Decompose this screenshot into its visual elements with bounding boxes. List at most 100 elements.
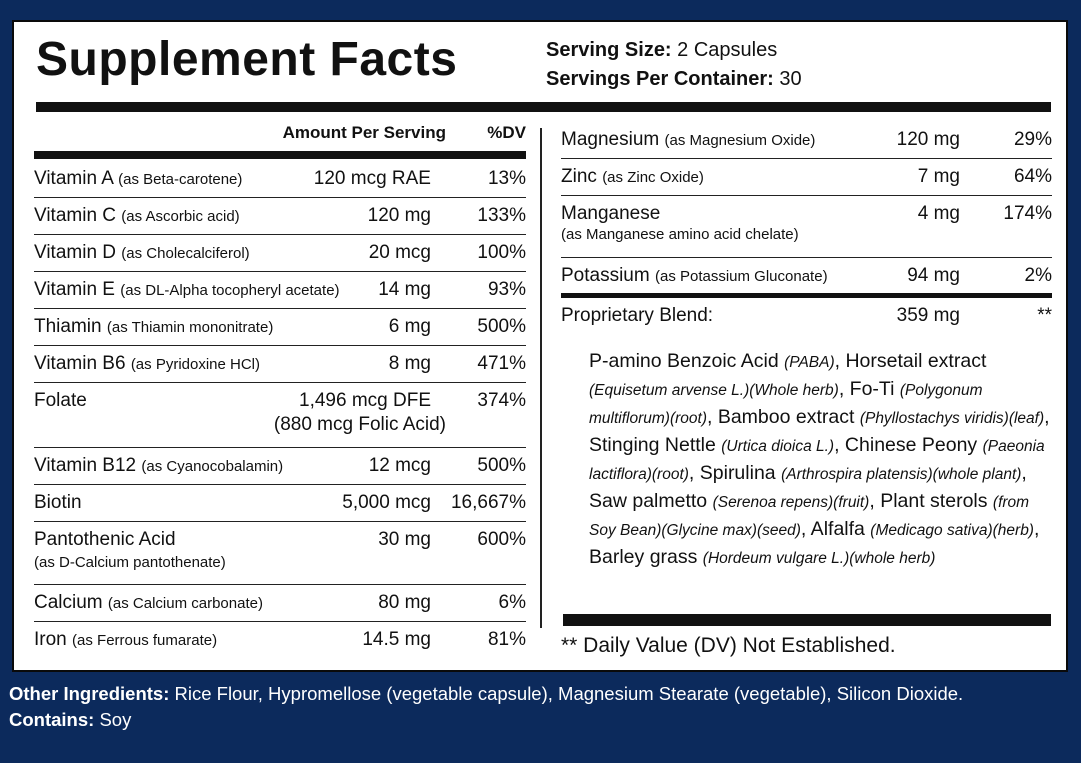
nutrient-dv: 16,667%	[450, 492, 526, 513]
blend-ingredient: , Horsetail extract	[834, 350, 987, 372]
blend-ingredient-source: (Paeonia lactiflora)(root)	[589, 438, 1045, 483]
nutrient-name: Vitamin B6	[34, 353, 126, 374]
nutrient-dv: 133%	[477, 205, 526, 226]
table-row: Pantothenic Acid (as D-Calcium pantothen…	[34, 522, 526, 585]
column-divider	[540, 128, 542, 628]
table-row: Vitamin A (as Beta-carotene) 120 mcg RAE…	[34, 161, 526, 198]
nutrient-amount: 120 mg	[896, 129, 960, 150]
nutrient-amount: 120 mcg RAE	[313, 168, 431, 189]
nutrient-source: (as D-Calcium pantothenate)	[34, 554, 226, 571]
nutrient-amount: 12 mcg	[368, 455, 431, 476]
table-row: Vitamin D (as Cholecalciferol) 20 mcg 10…	[34, 235, 526, 272]
blend-ingredient-source: (Serenoa repens)(fruit)	[712, 494, 870, 511]
table-row: Zinc (as Zinc Oxide) 7 mg 64%	[561, 159, 1052, 196]
nutrient-dv: 471%	[477, 353, 526, 374]
nutrient-amount: 80 mg	[378, 592, 431, 613]
nutrient-dv: 13%	[487, 168, 526, 189]
table-header: Amount Per Serving %DV	[34, 119, 526, 151]
serving-info: Serving Size: 2 Capsules Servings Per Co…	[546, 36, 802, 94]
nutrient-amount: 14 mg	[378, 279, 431, 300]
nutrient-dv: **	[1037, 305, 1052, 326]
table-row: Thiamin (as Thiamin mononitrate) 6 mg 50…	[34, 309, 526, 346]
nutrient-dv: 500%	[477, 455, 526, 476]
nutrient-amount: 359 mg	[896, 305, 960, 326]
nutrient-amount: 7 mg	[917, 166, 960, 187]
table-row: Vitamin E (as DL-Alpha tocopheryl acetat…	[34, 272, 526, 309]
blend-ingredient-source: (Polygonum multiflorum)(root)	[589, 382, 983, 427]
blend-ingredient-source: (Hordeum vulgare L.)(whole herb)	[702, 550, 936, 567]
nutrient-name: Proprietary Blend:	[561, 305, 714, 326]
header-rule	[34, 151, 526, 159]
nutrient-name: Vitamin A	[34, 168, 113, 189]
table-row: Manganese (as Manganese amino acid chela…	[561, 196, 1052, 258]
nutrient-source: (as Manganese amino acid chelate)	[561, 226, 799, 243]
nutrient-name: Folate	[34, 390, 87, 411]
nutrient-dv: 500%	[477, 316, 526, 337]
nutrient-name: Potassium	[561, 265, 650, 286]
nutrient-dv: 6%	[498, 592, 526, 613]
nutrient-source: (as Potassium Gluconate)	[654, 268, 828, 285]
blend-ingredient: , Chinese Peony	[834, 434, 983, 456]
table-row: Biotin 5,000 mcg 16,667%	[34, 485, 526, 522]
nutrient-source: (as Cholecalciferol)	[121, 245, 250, 262]
nutrient-source: (as Pyridoxine HCl)	[130, 356, 261, 373]
page-title: Supplement Facts	[36, 33, 458, 86]
table-row: Potassium (as Potassium Gluconate) 94 mg…	[561, 258, 1052, 298]
nutrient-amount: 1,496 mcg DFE	[299, 390, 431, 411]
nutrient-amount: 120 mg	[367, 205, 431, 226]
nutrient-dv: 81%	[487, 629, 526, 650]
nutrient-source: (as Thiamin mononitrate)	[106, 319, 274, 336]
nutrient-source: (as Calcium carbonate)	[107, 595, 263, 612]
nutrient-source: (as Beta-carotene)	[118, 171, 243, 188]
contains-value: Soy	[94, 709, 132, 730]
nutrient-amount: 5,000 mcg	[342, 492, 431, 513]
nutrient-dv: 600%	[477, 529, 526, 550]
servings-per-container-value: 30	[779, 68, 802, 90]
table-row-proprietary-blend: Proprietary Blend: 359 mg **	[561, 298, 1052, 335]
table-row: Vitamin C (as Ascorbic acid) 120 mg 133%	[34, 198, 526, 235]
nutrient-name: Manganese	[561, 203, 661, 224]
top-rule	[36, 102, 1051, 112]
left-nutrient-table: Amount Per Serving %DV Vitamin A (as Bet…	[34, 119, 526, 659]
blend-ingredient: , Plant sterols	[869, 490, 993, 512]
nutrient-dv: 2%	[1024, 265, 1052, 286]
daily-value-footnote: ** Daily Value (DV) Not Established.	[561, 634, 896, 657]
contains-label: Contains:	[9, 709, 95, 730]
nutrient-amount: 94 mg	[907, 265, 960, 286]
nutrient-amount: 30 mg	[378, 529, 431, 550]
table-row: Folate 1,496 mcg DFE (880 mcg Folic Acid…	[34, 383, 526, 448]
nutrient-amount-secondary: (880 mcg Folic Acid)	[273, 414, 446, 435]
blend-ingredient: , Spirulina	[688, 462, 782, 484]
dv-header: %DV	[487, 123, 526, 142]
blend-ingredient-source: (Phyllostachys viridis)(leaf)	[859, 410, 1045, 427]
blend-ingredient: , Saw palmetto	[589, 462, 1027, 512]
blend-ingredient-source: (Arthrospira platensis)(whole plant)	[781, 466, 1022, 483]
nutrient-name: Zinc	[561, 166, 597, 187]
nutrient-name: Vitamin B12	[34, 455, 137, 476]
proprietary-blend-ingredients: P-amino Benzoic Acid (PABA), Horsetail e…	[589, 348, 1059, 572]
nutrient-name: Pantothenic Acid	[34, 529, 176, 550]
blend-ingredient: , Stinging Nettle	[589, 406, 1050, 456]
nutrient-name: Magnesium	[561, 129, 660, 150]
serving-size-label: Serving Size:	[546, 39, 672, 61]
nutrient-name: Vitamin D	[34, 242, 117, 263]
table-row: Calcium (as Calcium carbonate) 80 mg 6%	[34, 585, 526, 622]
other-ingredients-section: Other Ingredients: Rice Flour, Hypromell…	[9, 681, 1069, 733]
blend-ingredient: , Fo-Ti	[838, 378, 900, 400]
nutrient-source: (as DL-Alpha tocopheryl acetate)	[120, 282, 340, 299]
nutrient-dv: 93%	[487, 279, 526, 300]
nutrient-amount: 4 mg	[917, 203, 960, 224]
supplement-facts-panel: Supplement Facts Serving Size: 2 Capsule…	[12, 20, 1068, 672]
nutrient-name: Vitamin E	[34, 279, 115, 300]
nutrient-amount: 14.5 mg	[362, 629, 431, 650]
blend-ingredient: , Barley grass	[589, 518, 1040, 568]
nutrient-amount: 8 mg	[388, 353, 431, 374]
table-row: Magnesium (as Magnesium Oxide) 120 mg 29…	[561, 122, 1052, 159]
nutrient-name: Biotin	[34, 492, 82, 513]
right-nutrient-table: Magnesium (as Magnesium Oxide) 120 mg 29…	[561, 122, 1052, 335]
other-ingredients-label: Other Ingredients:	[9, 683, 170, 704]
nutrient-amount: 6 mg	[388, 316, 431, 337]
nutrient-dv: 64%	[1013, 166, 1052, 187]
table-row: Iron (as Ferrous fumarate) 14.5 mg 81%	[34, 622, 526, 659]
nutrient-dv: 100%	[477, 242, 526, 263]
